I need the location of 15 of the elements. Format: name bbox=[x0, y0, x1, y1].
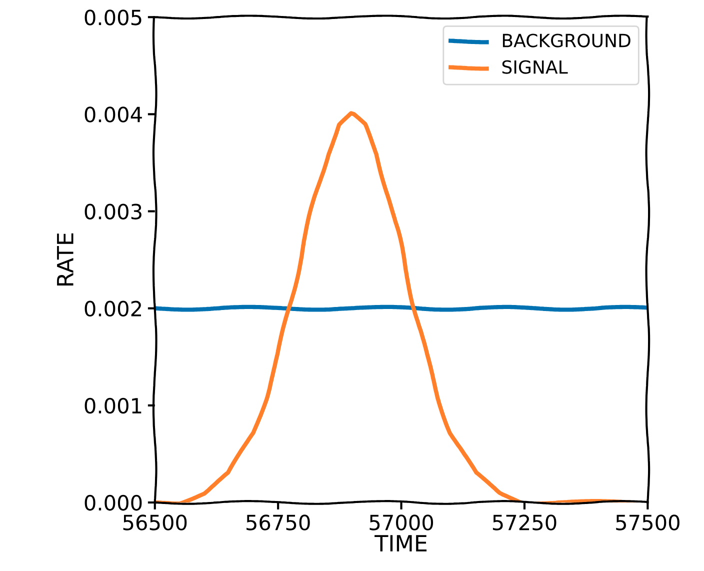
y-axis-title: RATE bbox=[57, 233, 74, 286]
y-tick-label: 0.005 bbox=[84, 10, 142, 26]
x-tick-label: 57500 bbox=[616, 514, 680, 530]
y-tick-label: 0.003 bbox=[84, 204, 142, 220]
x-tick-label: 57000 bbox=[370, 514, 434, 530]
x-tick-label: 56500 bbox=[123, 514, 187, 530]
x-axis-title: TIME bbox=[374, 535, 427, 552]
legend-label: SIGNAL bbox=[502, 60, 568, 74]
y-tick-label: 0.004 bbox=[84, 106, 142, 122]
x-tick-label: 56750 bbox=[246, 514, 310, 530]
y-tick-label: 0.000 bbox=[84, 494, 142, 511]
y-tick-label: 0.002 bbox=[84, 300, 141, 317]
y-tick-label: 0.001 bbox=[84, 398, 142, 414]
legend-label: BACKGROUND bbox=[502, 34, 630, 48]
x-tick-label: 57250 bbox=[492, 514, 556, 530]
